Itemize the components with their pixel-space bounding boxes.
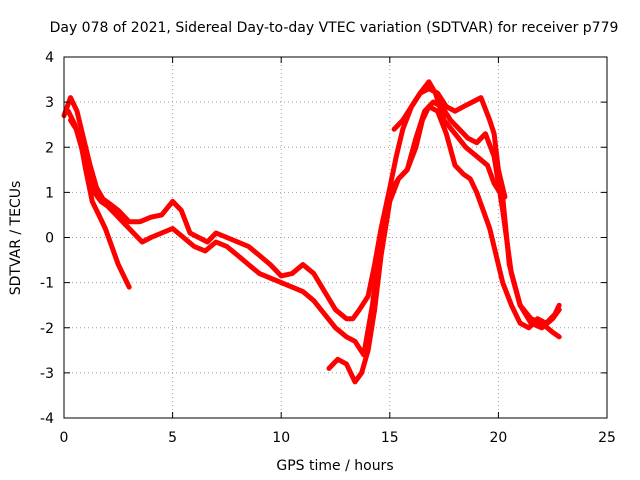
y-tick-label: 0 bbox=[45, 231, 54, 247]
x-tick-label: 0 bbox=[60, 430, 69, 446]
x-tick-label: 25 bbox=[598, 430, 616, 446]
series-track-a bbox=[61, 79, 562, 331]
series-track-d bbox=[326, 104, 562, 385]
y-tick-label: 4 bbox=[45, 50, 54, 66]
x-tick-label: 5 bbox=[168, 430, 177, 446]
y-tick-label: 1 bbox=[45, 185, 54, 201]
x-tick-label: 10 bbox=[272, 430, 290, 446]
y-tick-label: -2 bbox=[40, 321, 54, 337]
y-tick-label: -1 bbox=[40, 276, 54, 292]
series-track-c bbox=[68, 117, 132, 290]
y-tick-label: 2 bbox=[45, 140, 54, 156]
x-axis-label: GPS time / hours bbox=[276, 458, 393, 474]
x-axis-ticks: 0 5 10 15 20 25 bbox=[60, 57, 616, 446]
y-tick-label: 3 bbox=[45, 95, 54, 111]
series-track-b bbox=[65, 99, 562, 358]
x-tick-label: 15 bbox=[381, 430, 399, 446]
y-tick-label: -3 bbox=[40, 366, 54, 382]
chart-title: Day 078 of 2021, Sidereal Day-to-day VTE… bbox=[50, 20, 619, 36]
series-track-e bbox=[391, 86, 508, 200]
y-tick-label: -4 bbox=[40, 411, 54, 427]
data-series bbox=[61, 79, 562, 385]
x-tick-label: 20 bbox=[489, 430, 507, 446]
y-axis-label: SDTVAR / TECUs bbox=[8, 181, 24, 296]
y-axis-ticks: -4 -3 -2 -1 0 1 2 3 4 bbox=[40, 50, 607, 427]
